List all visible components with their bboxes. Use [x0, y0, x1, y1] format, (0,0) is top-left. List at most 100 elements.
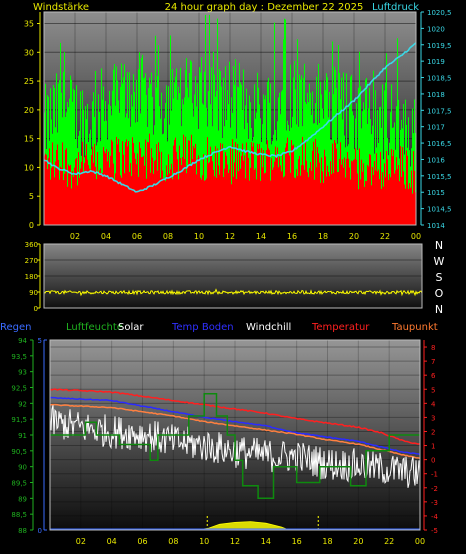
- rain-axis-tick-label: 0: [38, 527, 42, 535]
- temp-axis-tick-label: 2: [431, 428, 435, 436]
- wind-x-tick-label: 20: [349, 232, 359, 241]
- weather-x-tick-label: 18: [322, 537, 332, 546]
- pressure-axis-tick-label: 1019: [427, 58, 445, 66]
- temp-axis-tick-label: 5: [431, 386, 435, 394]
- pressure-line: [43, 42, 417, 193]
- humidity-axis-tick-label: 89: [18, 495, 27, 503]
- pressure-axis-tick-label: 1014: [427, 222, 445, 230]
- temp-axis-tick-label: 8: [431, 344, 435, 352]
- weather-x-tick-label: 00: [415, 537, 425, 546]
- pressure-axis-tick-label: 1016: [427, 156, 445, 164]
- pressure-axis-tick-label: 1016,5: [427, 140, 452, 148]
- temp-axis-tick-label: -4: [431, 513, 439, 521]
- chart-title: 24 hour graph day : Dezember 22 2025: [165, 2, 364, 13]
- wind-plot-frame: [43, 11, 417, 226]
- humidity-axis-tick-label: 94: [18, 337, 27, 345]
- direction-plot-area: [44, 244, 422, 308]
- temp-axis-tick-label: 4: [431, 400, 436, 408]
- pressure-axis-tick-label: 1018,5: [427, 75, 452, 83]
- humidity-axis-tick-label: 90: [18, 464, 27, 472]
- temp-axis-tick-label: 0: [431, 457, 435, 465]
- weather-panel: 0 5 88 88,5 89 89,5 90 90,5 91 91,5 92 92,5 93 93,5 9…: [11, 337, 438, 546]
- weather-x-tick-label: 12: [230, 537, 240, 546]
- temp-axis-tick-label: 1: [431, 443, 435, 451]
- legend-item: Temp Boden: [171, 322, 234, 333]
- wind-axis-title: Windstärke: [33, 2, 89, 13]
- wind-x-tick-label: 12: [225, 232, 235, 241]
- humidity-axis-tick-label: 88,5: [11, 511, 27, 519]
- wind-x-tick-label: 22: [380, 232, 390, 241]
- legend-item: Luftfeuchte: [66, 322, 123, 333]
- pressure-axis-tick-label: 1018: [427, 91, 445, 99]
- wind-direction-line: [43, 288, 423, 297]
- weather-plot-frame: [49, 339, 421, 531]
- wind-axis-tick-label: 5: [29, 192, 34, 201]
- legend-item: Regen: [0, 322, 32, 333]
- humidity-axis-tick-label: 88: [18, 527, 27, 535]
- humidity-axis-tick-label: 92: [18, 400, 27, 408]
- wind-x-tick-label: 06: [132, 232, 142, 241]
- compass-label: O: [435, 287, 444, 300]
- wind-x-tick-label: 08: [163, 232, 173, 241]
- compass-label: S: [436, 271, 443, 284]
- humidity-axis-tick-label: 93,5: [11, 353, 27, 361]
- pressure-axis-tick-label: 1017: [427, 124, 445, 132]
- weather-x-tick-label: 02: [76, 537, 86, 546]
- humidity-line: [50, 393, 420, 500]
- weather-x-tick-label: 06: [137, 537, 147, 546]
- pressure-axis-title: Luftdruck: [372, 2, 419, 13]
- legend-item: Temperatur: [311, 322, 370, 333]
- direction-axis-tick-label: 360: [25, 241, 38, 249]
- wind-axis-tick-label: 10: [24, 163, 34, 172]
- weather-x-tick-label: 20: [353, 537, 363, 546]
- pressure-axis-tick-label: 1015: [427, 189, 445, 197]
- direction-axis-tick-label: 270: [25, 257, 38, 265]
- humidity-axis-tick-label: 90,5: [11, 448, 27, 456]
- pressure-axis-tick-label: 1017,5: [427, 107, 452, 115]
- direction-axis-tick-label: 90: [29, 289, 38, 297]
- legend-item: Solar: [118, 322, 144, 333]
- weather-x-tick-label: 04: [107, 537, 117, 546]
- humidity-axis-tick-label: 91: [18, 432, 27, 440]
- pressure-axis-tick-label: 1015,5: [427, 173, 452, 181]
- wind-axis-tick-label: 35: [24, 20, 34, 29]
- weather-x-tick-label: 22: [384, 537, 394, 546]
- direction-axis-tick-label: 0: [34, 305, 38, 313]
- temp-axis-tick-label: 7: [431, 358, 435, 366]
- legend-item: Taupunkt: [391, 322, 438, 333]
- direction-axis-tick-label: 180: [25, 273, 38, 281]
- humidity-axis-tick-label: 91,5: [11, 416, 27, 424]
- weather-x-tick-label: 14: [261, 537, 271, 546]
- wind-x-tick-label: 00: [411, 232, 421, 241]
- direction-plot-frame: [43, 243, 423, 309]
- wind-x-tick-label: 02: [70, 232, 80, 241]
- temp-axis-tick-label: -2: [431, 485, 438, 493]
- wind-axis-tick-label: 30: [24, 48, 34, 57]
- wind-axis-tick-label: 15: [24, 135, 34, 144]
- humidity-axis-tick-label: 89,5: [11, 480, 27, 488]
- compass-label: N: [435, 303, 443, 316]
- pressure-axis-tick-label: 1020,5: [427, 9, 452, 17]
- wind-x-tick-label: 18: [318, 232, 328, 241]
- temperature-line: [49, 388, 421, 445]
- temp-axis-tick-label: 3: [431, 414, 435, 422]
- wind-x-tick-label: 14: [256, 232, 266, 241]
- wind-axis-tick-label: 0: [29, 221, 34, 230]
- pressure-axis-tick-label: 1020: [427, 25, 445, 33]
- dewpoint-line: [49, 403, 421, 459]
- wind-x-tick-label: 10: [194, 232, 204, 241]
- temp-axis-tick-label: -5: [431, 527, 438, 535]
- compass-label: N: [435, 239, 443, 252]
- temp-axis-tick-label: -3: [431, 499, 438, 507]
- weather-x-tick-label: 10: [199, 537, 209, 546]
- temp-axis-tick-label: -1: [431, 471, 438, 479]
- weather-x-tick-label: 16: [292, 537, 302, 546]
- humidity-axis-tick-label: 93: [18, 369, 27, 377]
- weather-x-tick-label: 08: [168, 537, 178, 546]
- wind-axis-tick-label: 25: [24, 77, 34, 86]
- wind-x-tick-label: 16: [287, 232, 297, 241]
